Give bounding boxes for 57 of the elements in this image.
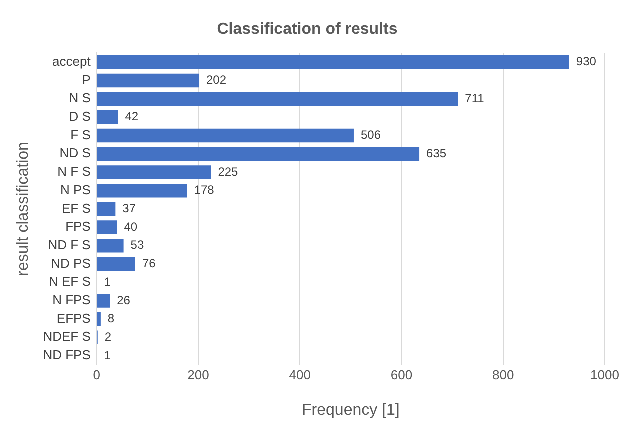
bar	[97, 294, 110, 308]
y-tick-label: EF S	[62, 200, 92, 216]
y-tick-label: N FPS	[52, 292, 92, 308]
y-tick-label: P	[82, 72, 91, 88]
bar	[97, 220, 118, 234]
bar	[97, 312, 101, 326]
y-tick-label: F S	[70, 127, 92, 142]
data-label: 42	[125, 110, 139, 124]
y-axis-title: result classification	[15, 142, 32, 276]
x-tick-label: 0	[93, 368, 100, 383]
chart-title: Classification of results	[217, 21, 398, 38]
bar	[97, 55, 570, 70]
y-tick-label: FPS	[66, 219, 92, 234]
bar	[97, 147, 420, 162]
y-tick-label: ND FPS	[43, 348, 92, 363]
data-label: 506	[360, 128, 382, 142]
x-tick-label: 600	[390, 368, 413, 383]
data-label: 37	[122, 202, 136, 216]
x-axis-title: Frequency [1]	[302, 402, 400, 419]
y-tick-label: ND PS	[51, 256, 92, 271]
y-tick-label: ND S	[60, 146, 92, 161]
y-tick-label: N S	[69, 90, 92, 106]
data-label: 8	[108, 312, 115, 326]
data-label: 202	[206, 73, 227, 88]
data-label: 1	[104, 348, 112, 362]
bar	[97, 74, 200, 88]
data-label: 635	[426, 146, 447, 160]
y-tick-label: D S	[69, 109, 92, 124]
x-tick-label: 200	[188, 368, 210, 383]
y-tick-label: EFPS	[56, 310, 92, 326]
data-label: 711	[465, 91, 485, 106]
y-tick-label: accept	[52, 54, 92, 69]
bar	[97, 110, 118, 124]
data-label: 40	[124, 220, 138, 234]
bar	[97, 184, 188, 198]
y-tick-label: N EF S	[48, 274, 92, 290]
bar	[97, 257, 136, 272]
data-label: 26	[117, 293, 131, 308]
data-label: 76	[142, 256, 156, 271]
data-label: 53	[130, 238, 144, 252]
y-tick-label: N PS	[60, 182, 92, 198]
x-tick-label: 1000	[590, 368, 620, 383]
bar	[97, 92, 458, 106]
bar	[97, 128, 354, 143]
data-label: 2	[104, 330, 112, 344]
data-label: 1	[104, 274, 112, 289]
bar	[97, 166, 212, 180]
data-label: 178	[194, 183, 215, 198]
y-tick-label: NDEF S	[43, 329, 92, 344]
y-tick-label: ND F S	[48, 237, 92, 252]
data-label: 930	[576, 54, 597, 69]
data-label: 225	[218, 164, 239, 179]
bar	[97, 202, 116, 216]
x-tick-label: 400	[289, 368, 311, 383]
y-tick-label: N F S	[58, 164, 92, 180]
bar	[97, 239, 124, 253]
x-tick-label: 800	[492, 368, 514, 383]
